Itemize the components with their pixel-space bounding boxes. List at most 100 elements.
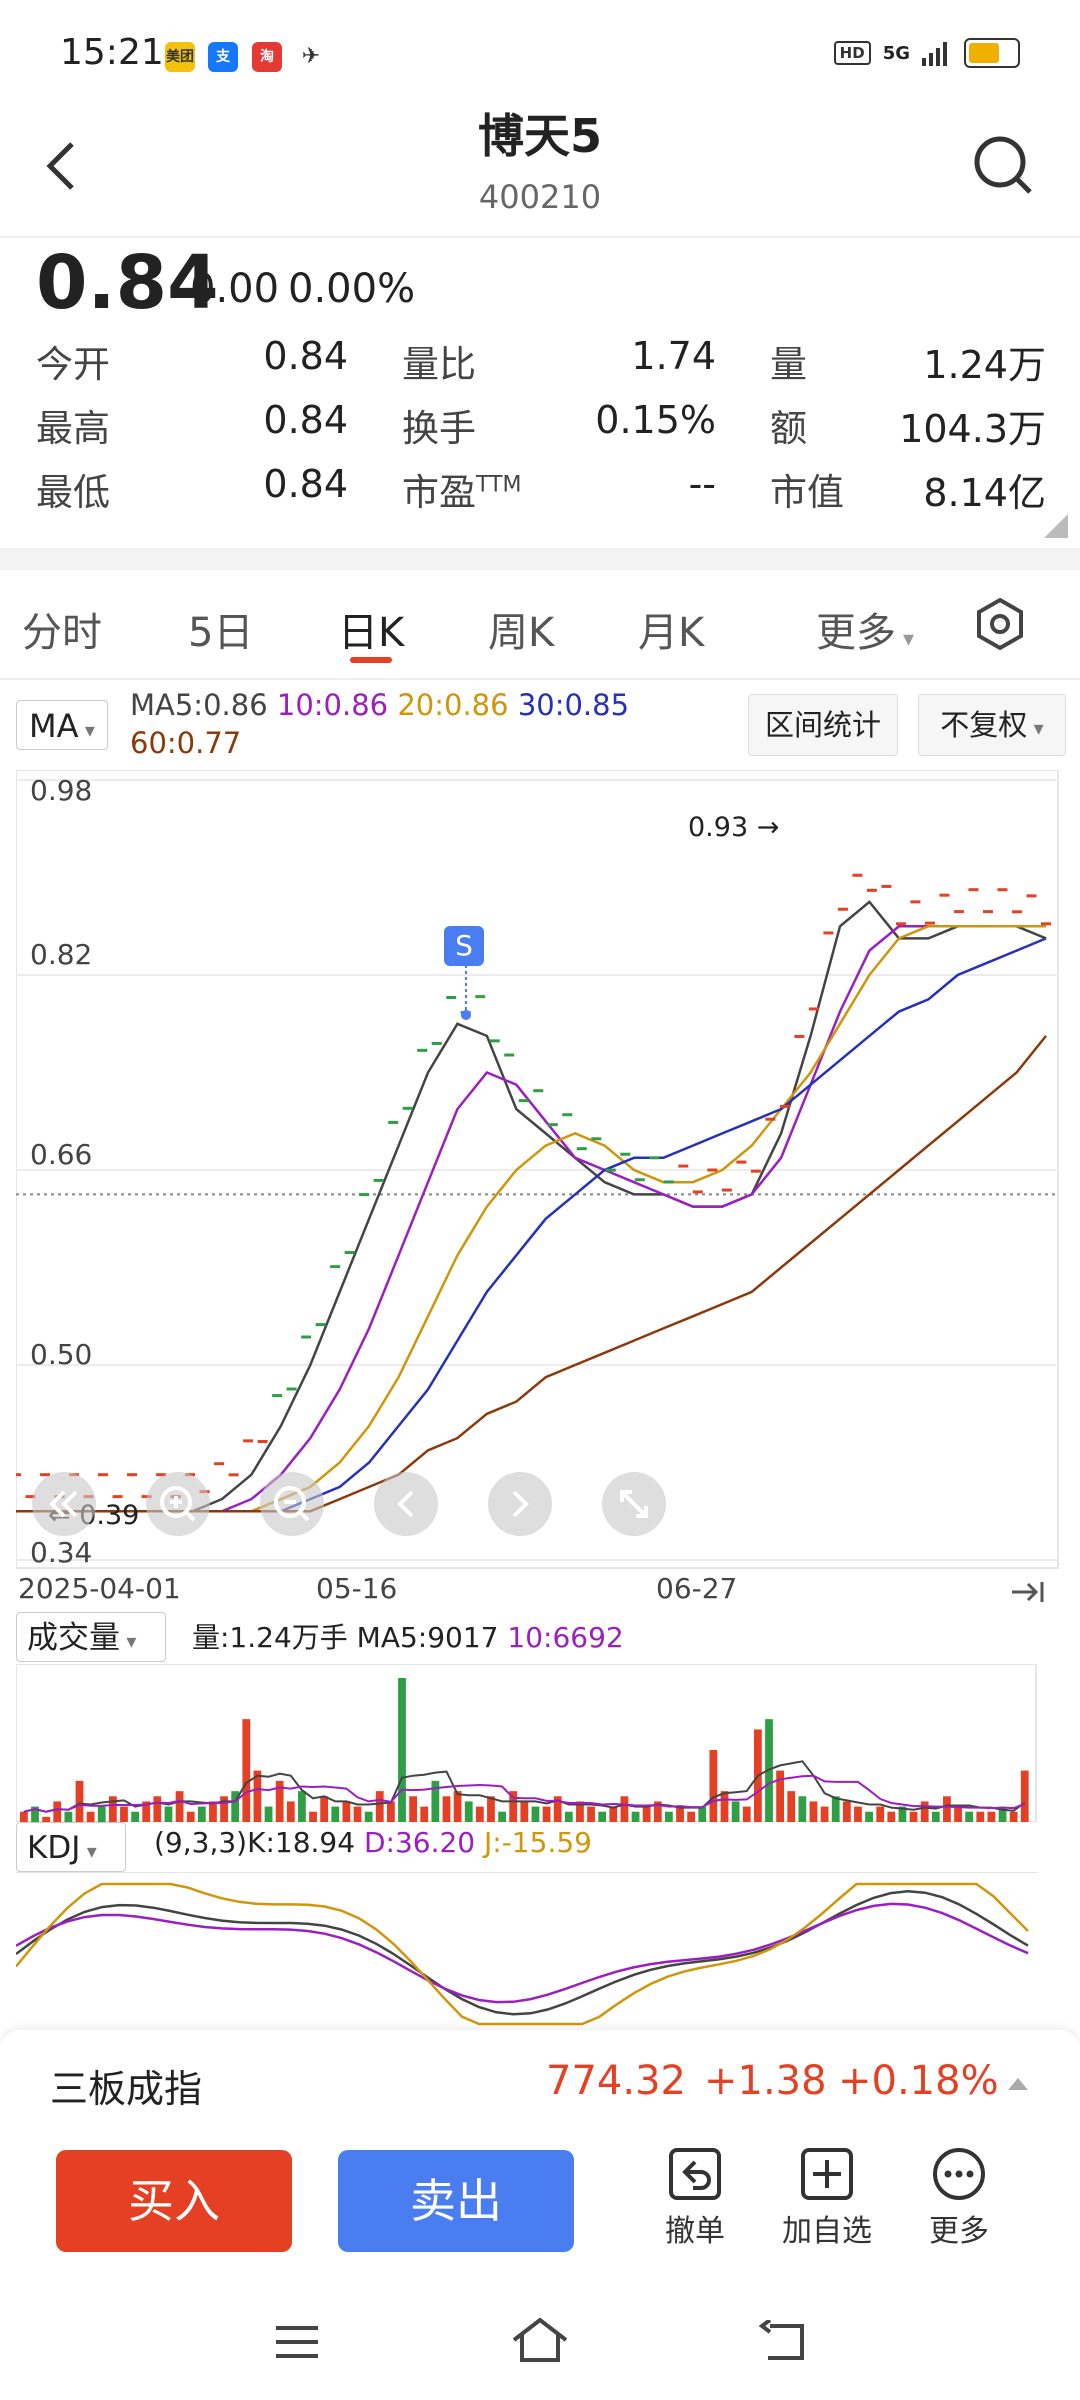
volume-bar	[253, 1770, 262, 1822]
volume-bar	[998, 1806, 1007, 1822]
ma-series-line	[16, 925, 1046, 1513]
sell-button[interactable]: 卖出	[338, 2150, 574, 2252]
header-divider	[0, 236, 1080, 238]
tab-5day[interactable]: 5日	[188, 610, 254, 656]
zoom-in-icon	[160, 1486, 196, 1522]
more-dots-icon	[933, 2148, 985, 2200]
more-action[interactable]: 更多	[904, 2146, 1014, 2250]
volume-bar	[398, 1678, 406, 1822]
volume-bar	[298, 1791, 306, 1822]
volume-bar	[698, 1806, 707, 1822]
jump-latest-icon[interactable]	[1010, 1578, 1046, 1606]
zoom-in-button[interactable]	[146, 1472, 210, 1536]
volume-bar	[731, 1801, 740, 1822]
index-change-pct: +0.18%	[838, 2058, 999, 2104]
fullscreen-button[interactable]	[602, 1472, 666, 1536]
settings-hexagon-icon[interactable]	[972, 596, 1028, 652]
sell-signal-marker[interactable]: S	[444, 926, 484, 966]
kdj-line	[16, 1882, 1029, 2026]
quote-value: --	[688, 462, 716, 506]
menu-nav-icon[interactable]	[272, 2322, 322, 2362]
volume-bar	[364, 1811, 373, 1822]
scroll-right-button[interactable]	[488, 1472, 552, 1536]
x-axis-label: 2025-04-01	[18, 1572, 181, 1605]
telegram-app-icon: ✈	[301, 44, 321, 69]
volume-bar	[487, 1796, 495, 1822]
ma-selector[interactable]: MA ▾	[16, 700, 108, 750]
volume-bar	[453, 1791, 462, 1822]
kdj-selector[interactable]: KDJ ▾	[16, 1822, 126, 1872]
x-axis-label: 05-16	[316, 1572, 398, 1605]
volume-bar	[798, 1796, 807, 1822]
volume-bar	[420, 1806, 429, 1822]
volume-bar	[108, 1796, 117, 1822]
volume-bar	[120, 1806, 128, 1822]
cancel-order-action[interactable]: 撤单	[640, 2146, 750, 2250]
range-stats-button[interactable]: 区间统计	[748, 694, 898, 756]
meituan-app-icon: 美团	[165, 42, 195, 72]
quote-value: 1.74	[631, 334, 716, 378]
volume-selector[interactable]: 成交量 ▾	[16, 1612, 166, 1662]
tab-more[interactable]: 更多 ▾	[816, 610, 915, 656]
tab-weekly-k[interactable]: 周K	[488, 610, 555, 656]
ma-values-line1: MA5:0.86 10:0.86 20:0.86 30:0.85	[130, 688, 630, 722]
kdj-line	[16, 1890, 1029, 2016]
volume-bar	[520, 1801, 529, 1822]
buy-button[interactable]: 买入	[56, 2150, 292, 2252]
volume-bar	[820, 1806, 829, 1822]
tab-daily-k[interactable]: 日K	[338, 610, 405, 656]
double-left-icon	[49, 1490, 78, 1518]
volume-bar	[943, 1796, 951, 1822]
volume-bar	[576, 1801, 584, 1822]
back-nav-icon[interactable]	[756, 2320, 808, 2364]
volume-bar	[309, 1811, 317, 1822]
volume-bar	[75, 1780, 84, 1822]
volume-bar	[909, 1811, 918, 1822]
volume-bar	[498, 1811, 506, 1822]
volume-bar	[186, 1811, 195, 1822]
volume-stats: 量:1.24万手 MA5:9017 10:6692	[192, 1621, 624, 1654]
volume-bar	[164, 1806, 173, 1822]
expand-corner-icon[interactable]	[1044, 514, 1068, 538]
volume-bar	[1020, 1770, 1029, 1822]
search-icon[interactable]	[972, 134, 1034, 196]
volume-bar	[920, 1801, 929, 1822]
volume-bar	[386, 1801, 395, 1822]
zoom-out-button[interactable]	[260, 1472, 324, 1536]
scroll-start-button[interactable]	[32, 1472, 96, 1536]
volume-bar	[31, 1806, 39, 1822]
volume-bar	[153, 1796, 162, 1822]
volume-bar	[631, 1811, 640, 1822]
back-arrow-icon[interactable]	[44, 140, 78, 192]
high-price-marker: 0.93 →	[688, 812, 780, 843]
tab-monthly-k[interactable]: 月K	[638, 610, 705, 656]
bottom-trade-panel: 三板成指 774.32 +1.38 +0.18% 买入 卖出 撤单 加自选 更多	[0, 2030, 1080, 2400]
tab-intraday[interactable]: 分时	[22, 610, 102, 656]
volume-bar	[1009, 1811, 1018, 1822]
volume-bar	[242, 1719, 251, 1822]
quote-label: 量比	[402, 343, 476, 386]
hd-icon: HD	[833, 41, 871, 65]
adjust-selector[interactable]: 不复权 ▾	[918, 694, 1066, 756]
volume-bar	[954, 1806, 962, 1822]
kline-chart[interactable]	[16, 770, 1062, 1570]
add-watchlist-action[interactable]: 加自选	[772, 2146, 882, 2250]
zoom-out-icon	[274, 1486, 310, 1522]
volume-ma-line	[23, 1774, 1026, 1813]
volume-bar	[431, 1780, 440, 1822]
price-change-pct: 0.00%	[288, 266, 416, 312]
quote-value: 0.84	[263, 398, 348, 442]
home-nav-icon[interactable]	[510, 2316, 570, 2366]
scroll-left-button[interactable]	[374, 1472, 438, 1536]
quote-value: 1.24万	[923, 343, 1046, 387]
volume-bar	[464, 1801, 473, 1822]
volume-bar	[865, 1811, 873, 1822]
collapse-up-icon[interactable]	[1006, 2076, 1030, 2092]
current-price: 0.84	[36, 240, 219, 326]
quote-label: 最低	[36, 471, 110, 514]
quote-value: 0.15%	[595, 398, 716, 442]
quote-value: 8.14亿	[923, 471, 1046, 515]
index-change: +1.38	[704, 2058, 827, 2104]
active-tab-indicator	[350, 657, 392, 663]
volume-bar	[709, 1750, 718, 1822]
